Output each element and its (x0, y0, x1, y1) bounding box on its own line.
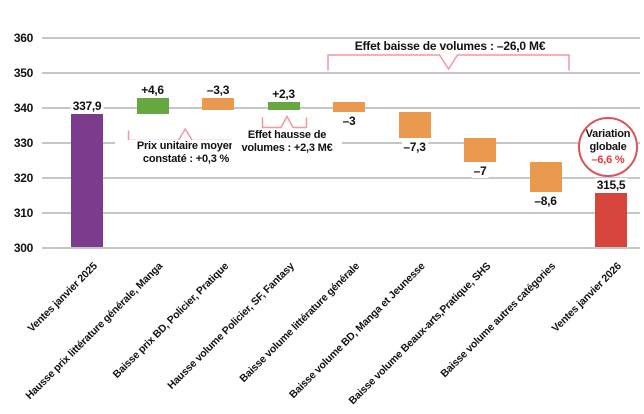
volume-up-effect-brace (261, 114, 308, 129)
x-category-label: Hausse volume Policier, SF, Fantasy (164, 260, 297, 392)
global-variation-value: –6,6 % (591, 153, 625, 166)
bar-3 (202, 98, 234, 110)
volume-up-effect-line2: volumes : +2,3 M€ (241, 141, 333, 154)
bar-9 (595, 192, 627, 247)
global-variation-badge: Variation globale –6,6 % (578, 117, 638, 177)
price-effect-brace (127, 127, 244, 142)
global-variation-line1: Variation (585, 127, 631, 140)
bar-value-label: –7 (471, 164, 489, 179)
bar-value-label: +4,6 (139, 83, 166, 98)
y-tick-330: 330 (13, 135, 33, 150)
bar-value-label: +2,3 (270, 86, 297, 101)
bar-6 (398, 112, 431, 138)
x-category-label: Ventes janvier 2026 (549, 260, 624, 335)
volume-up-effect-label: Effet hausse de volumes : +2,3 M€ (232, 129, 342, 154)
x-category-label: Baisse volume littérature générale (237, 260, 362, 385)
gridline-310 (42, 212, 640, 214)
volume-down-effect-label: Effet baisse de volumes : –26,0 M€ (354, 39, 546, 53)
gridline-320 (42, 177, 640, 179)
bar-value-label: –7,3 (401, 139, 428, 154)
global-variation-line2: globale (589, 140, 627, 153)
y-tick-300: 300 (13, 240, 33, 255)
y-tick-320: 320 (13, 170, 33, 185)
price-effect-line2: constaté : +0,3 % (142, 152, 230, 165)
gridline-350 (42, 72, 640, 74)
x-category-label: Baisse prix BD, Policier, Pratique (110, 260, 231, 381)
bar-1 (71, 114, 103, 247)
y-tick-310: 310 (13, 205, 33, 220)
x-category-label: Baisse volume BD, Manga et Jeunesse (286, 260, 428, 401)
bar-value-label: 337,9 (70, 99, 104, 114)
x-category-label: Baisse volume autres catégories (438, 260, 559, 380)
y-tick-360: 360 (13, 30, 33, 45)
bar-8 (529, 162, 562, 193)
bar-value-label: –3 (340, 114, 358, 129)
gridline-360 (42, 37, 640, 39)
bar-4 (267, 101, 300, 110)
volume-down-bracket (327, 54, 570, 71)
x-category-label: Ventes janvier 2025 (25, 260, 100, 335)
volume-up-effect-line1: Effet hausse de (247, 129, 327, 141)
x-category-label: Baisse volume Beaux-arts,Pratique, SHS (346, 260, 493, 408)
bar-2 (136, 98, 169, 115)
bar-5 (333, 101, 365, 113)
y-tick-340: 340 (13, 100, 33, 115)
price-effect-line1: Prix unitaire moyen (136, 140, 236, 152)
bar-7 (464, 137, 496, 163)
bar-value-label: –8,6 (532, 194, 559, 209)
gridline-300 (42, 247, 640, 249)
x-category-label: Hausse prix littérature générale, Manga (23, 260, 166, 402)
y-tick-350: 350 (13, 65, 33, 80)
bar-value-label: 315,5 (594, 177, 628, 192)
bar-value-label: –3,3 (204, 83, 232, 98)
